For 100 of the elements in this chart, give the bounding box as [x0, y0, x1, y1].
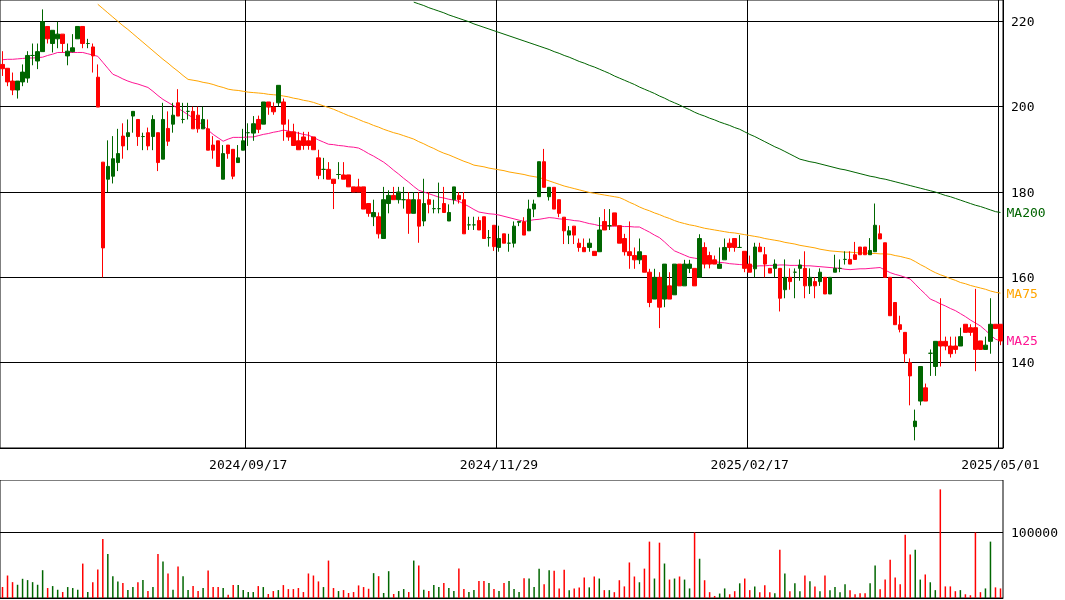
candlestick: [151, 114, 155, 151]
candlestick: [717, 246, 722, 269]
candlestick: [80, 25, 85, 49]
candlestick: [672, 263, 677, 296]
candlestick: [918, 366, 923, 406]
candlestick: [522, 216, 526, 236]
candlestick: [908, 357, 912, 406]
candlestick: [838, 258, 842, 273]
candlestick: [276, 84, 281, 107]
candlestick: [406, 191, 411, 235]
y-tick-label: 140: [1011, 355, 1035, 371]
candlestick: [201, 106, 205, 130]
candlestick: [126, 118, 130, 151]
candlestick: [101, 161, 105, 278]
candlestick: [447, 203, 451, 222]
candlestick: [768, 267, 772, 274]
candlestick: [96, 63, 100, 108]
candlestick: [411, 191, 416, 214]
candlestick: [492, 224, 496, 252]
candlestick: [763, 246, 767, 278]
candlestick: [121, 122, 125, 160]
candlestick: [442, 186, 446, 213]
candlestick: [903, 331, 907, 364]
candlestick: [667, 271, 672, 300]
x-tick-label: 2025/05/01: [961, 457, 1040, 472]
candlestick: [587, 238, 592, 253]
candlestick: [537, 161, 541, 198]
candlestick: [958, 327, 963, 347]
candlestick: [808, 267, 812, 295]
candlestick: [547, 186, 551, 202]
candlestick: [417, 191, 421, 244]
candlestick: [422, 178, 426, 227]
candlestick: [773, 258, 777, 278]
candlestick: [607, 208, 612, 231]
candlestick: [652, 268, 657, 300]
candlestick: [316, 149, 321, 180]
candlestick: [813, 276, 817, 299]
candlestick: [497, 225, 501, 253]
candlestick: [592, 250, 597, 257]
candlestick: [427, 191, 431, 214]
candlestick: [321, 157, 326, 180]
candlestick: [697, 233, 702, 278]
candlestick: [261, 101, 266, 125]
candlestick: [722, 238, 727, 261]
candlestick: [502, 233, 506, 244]
y-tick-label: 220: [1011, 13, 1035, 29]
candlestick: [778, 267, 782, 312]
candlestick: [833, 254, 837, 273]
candlestick: [512, 220, 516, 248]
candlestick: [60, 33, 65, 53]
candlestick: [542, 148, 546, 188]
candlestick: [236, 144, 240, 164]
series-label: MA75: [1006, 285, 1038, 301]
candlestick: [828, 276, 832, 295]
candlestick: [737, 234, 742, 248]
candlestick: [251, 115, 256, 142]
candlestick: [166, 110, 170, 147]
candlestick: [281, 98, 286, 142]
candlestick: [376, 211, 381, 240]
candlestick: [677, 263, 682, 287]
candlestick: [171, 102, 175, 134]
candlestick: [371, 199, 376, 227]
candlestick: [452, 186, 456, 205]
candlestick: [602, 208, 607, 231]
candlestick: [156, 132, 160, 172]
candlestick: [161, 102, 165, 160]
candlestick: [753, 242, 757, 278]
candlestick: [467, 216, 471, 231]
candlestick: [572, 225, 576, 245]
candlestick: [432, 199, 436, 214]
candlestick: [472, 216, 476, 231]
candlestick: [45, 25, 50, 45]
candlestick: [788, 267, 792, 291]
line-series: [413, 1, 1001, 213]
candlestick: [637, 238, 642, 265]
line-series: [97, 3, 1001, 294]
candlestick: [913, 409, 917, 441]
candlestick: [186, 102, 190, 120]
candlestick: [141, 132, 145, 151]
series-label: MA25: [1006, 333, 1038, 349]
candlestick: [391, 186, 396, 201]
candlestick: [933, 340, 938, 377]
candlestick: [758, 242, 762, 253]
candlestick: [793, 267, 797, 299]
y-tick-label: 100000: [1011, 524, 1058, 540]
candlestick: [437, 182, 441, 214]
candlestick: [923, 383, 928, 402]
candlestick: [783, 258, 787, 299]
candlestick: [562, 216, 566, 245]
series-label: MA200: [1006, 204, 1046, 220]
candlestick: [75, 25, 80, 40]
candlestick: [843, 250, 847, 266]
candlestick: [567, 225, 571, 245]
candlestick: [136, 118, 140, 147]
candlestick: [818, 267, 822, 287]
candlestick: [241, 128, 245, 151]
candlestick: [91, 43, 95, 74]
y-tick-label: 180: [1011, 184, 1035, 200]
candlestick: [597, 216, 602, 253]
candlestick: [146, 127, 150, 151]
